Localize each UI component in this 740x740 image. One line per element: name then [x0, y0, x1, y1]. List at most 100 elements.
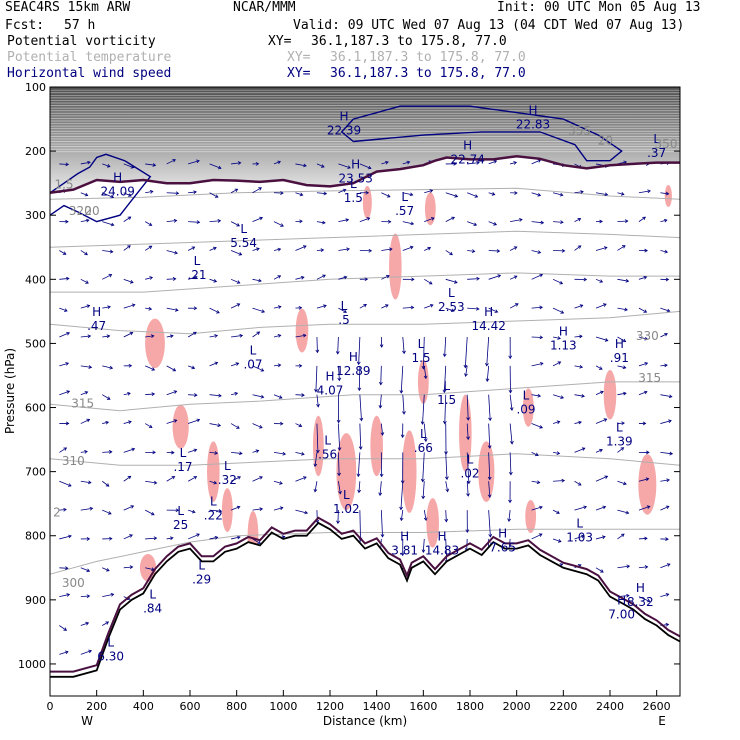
wind-vector-shaft: [509, 246, 517, 251]
extremum-value-label: 3.81: [391, 544, 418, 558]
wind-vector-shaft: [358, 481, 361, 493]
low-marker: L: [224, 459, 231, 473]
wind-vector-shaft: [59, 250, 67, 255]
wind-vector-head: [559, 192, 564, 197]
pv-positive-area: [312, 415, 324, 477]
contour-value-label: 355: [568, 124, 591, 138]
high-marker: H: [437, 530, 446, 544]
wind-vector-shaft: [295, 163, 307, 167]
wind-vector-head: [277, 275, 282, 279]
wind-vector-shaft: [145, 567, 155, 571]
wind-vector-head: [336, 520, 340, 525]
wind-vector-shaft: [595, 449, 603, 453]
wind-vector-head: [466, 436, 470, 441]
extremum-value-label: .02: [460, 467, 479, 481]
wind-vector-shaft: [402, 336, 405, 354]
wind-vector-head: [420, 478, 425, 483]
wind-vector-head: [131, 447, 136, 452]
wind-vector-shaft: [381, 248, 392, 251]
wind-vector-head: [105, 568, 110, 572]
wind-vector-head: [666, 478, 670, 483]
wind-vector-shaft: [400, 365, 404, 394]
wind-vector-head: [493, 222, 498, 226]
extremum-value-label: .07: [243, 358, 262, 372]
wind-vector-shaft: [338, 452, 340, 476]
wind-vector-shaft: [102, 250, 113, 253]
wind-vector-head: [365, 190, 370, 195]
wind-vector-head: [343, 309, 348, 313]
high-marker: H: [400, 530, 409, 544]
low-marker: L: [198, 558, 205, 572]
extremum-value-label: 24.09: [100, 185, 134, 199]
x-axis-ticks: 0 200 400 600 800 1000 1200 1400 1600 1800 2000 220…: [47, 690, 671, 713]
y-tick-label: 400: [25, 273, 46, 286]
extremum-value-label: 25: [173, 518, 188, 532]
wind-vector-head: [323, 191, 328, 196]
wind-vector-head: [622, 365, 627, 370]
wind-vector-shaft: [80, 219, 89, 223]
wind-vector-shaft: [444, 336, 447, 357]
wind-vector-shaft: [187, 476, 197, 482]
wind-vector-shaft: [595, 303, 607, 309]
wind-vector-head: [598, 366, 603, 370]
wind-vector-head: [303, 163, 307, 168]
wind-vector-head: [110, 592, 115, 597]
x-tick-label: 1600: [409, 700, 437, 713]
extremum-value-label: 7.00: [608, 608, 635, 622]
wind-vector-head: [583, 277, 588, 282]
low-marker: L: [180, 446, 187, 460]
wind-vector-shaft: [488, 160, 497, 165]
wind-vector-head: [255, 449, 260, 453]
wind-vector-head: [599, 448, 603, 453]
wind-vector-shaft: [338, 307, 347, 313]
x-tick-label: 200: [86, 700, 107, 713]
wind-vector-head: [148, 424, 153, 428]
wind-vector-head: [255, 161, 260, 166]
wind-vector-head: [337, 377, 342, 382]
wind-vector-shaft: [102, 306, 111, 309]
wind-vector-head: [87, 334, 92, 339]
wind-vector-head: [342, 188, 347, 193]
wind-vector-shaft: [102, 621, 109, 626]
wind-vector-head: [389, 247, 393, 252]
wind-vector-head: [442, 420, 447, 425]
extremum-value-label: .09: [516, 403, 535, 417]
wind-vector-head: [514, 303, 519, 307]
wind-vector-shaft: [359, 423, 362, 450]
wind-vector-head: [485, 363, 489, 367]
wind-vector-shaft: [252, 476, 263, 482]
wind-vector-head: [356, 361, 361, 366]
wind-vector-shaft: [488, 394, 491, 421]
low-marker: L: [250, 344, 257, 358]
wind-vector-head: [87, 480, 92, 485]
wind-vector-head: [644, 336, 649, 341]
wind-vector-head: [666, 308, 671, 313]
wind-vector-shaft: [102, 451, 112, 453]
wind-vector-head: [214, 334, 219, 338]
wind-vector-head: [429, 189, 434, 193]
wind-vector-shaft: [145, 163, 156, 166]
wind-vector-shaft: [230, 506, 240, 511]
wind-vector-head: [218, 393, 222, 398]
wind-vector-head: [335, 351, 340, 355]
wind-vector-head: [214, 361, 219, 366]
wind-vector-head: [665, 277, 670, 282]
wind-vector-shaft: [553, 221, 564, 223]
wind-vector-head: [476, 160, 480, 165]
pv-positive-area: [207, 441, 220, 502]
wind-vector-shaft: [467, 221, 477, 226]
wind-vector-shaft: [595, 247, 608, 251]
wind-vector-shaft: [381, 304, 389, 309]
wind-vector-head: [577, 217, 582, 222]
wind-vector-shaft: [488, 274, 501, 280]
extremum-value-label: 2.53: [438, 300, 465, 314]
wind-vector-head: [196, 159, 200, 164]
wind-vector-shaft: [531, 159, 541, 165]
wind-vector-shaft: [337, 336, 339, 354]
wind-vector-head: [191, 509, 196, 514]
wind-vector-shaft: [359, 510, 361, 541]
wind-vector-head: [65, 421, 70, 426]
wind-vector-head: [399, 390, 404, 394]
wind-vector-shaft: [102, 221, 114, 226]
wind-vector-head: [560, 310, 565, 314]
